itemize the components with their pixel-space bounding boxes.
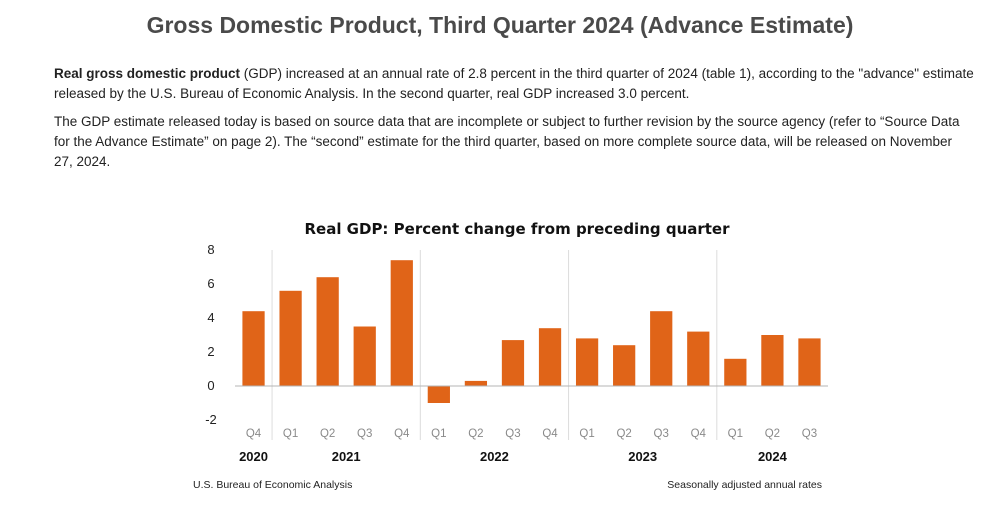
y-axis-ticks: -2 0 2 4 6 8 bbox=[205, 242, 217, 427]
x-tick-label: Q4 bbox=[394, 428, 410, 440]
seasonal-note: Seasonally adjusted annual rates bbox=[667, 479, 822, 491]
x-tick-label: Q2 bbox=[320, 428, 335, 440]
bar bbox=[538, 328, 562, 386]
x-tick-label: Q3 bbox=[357, 428, 372, 440]
page-title: Gross Domestic Product, Third Quarter 20… bbox=[146, 12, 854, 38]
intro-paragraph: Real gross domestic product (GDP) increa… bbox=[54, 64, 974, 104]
bar bbox=[279, 290, 302, 386]
x-tick-label: Q4 bbox=[542, 428, 558, 440]
bar bbox=[316, 277, 339, 386]
year-label: 2024 bbox=[758, 449, 788, 464]
year-label: 2023 bbox=[628, 449, 657, 464]
x-tick-label: Q2 bbox=[765, 428, 780, 440]
y-tick-label: 2 bbox=[207, 344, 214, 359]
x-tick-label: Q2 bbox=[468, 428, 483, 440]
x-tick-label: Q1 bbox=[431, 428, 446, 440]
bar bbox=[687, 331, 710, 386]
bar bbox=[353, 326, 376, 386]
year-label: 2022 bbox=[480, 449, 509, 464]
x-tick-label: Q1 bbox=[728, 428, 743, 440]
bar bbox=[798, 338, 821, 386]
bar bbox=[575, 338, 599, 386]
bar bbox=[761, 335, 784, 386]
y-tick-label: 6 bbox=[207, 276, 214, 291]
bar bbox=[650, 311, 673, 386]
bars bbox=[242, 260, 821, 403]
year-separators bbox=[271, 250, 718, 440]
x-tick-label: Q3 bbox=[505, 428, 520, 440]
x-tick-label: Q1 bbox=[579, 428, 594, 440]
year-labels: 2020 2021 2022 2023 2024 bbox=[239, 449, 788, 464]
y-tick-label: 8 bbox=[207, 242, 214, 257]
bar bbox=[242, 311, 265, 386]
y-tick-label: -2 bbox=[205, 412, 217, 427]
x-tick-label: Q4 bbox=[246, 428, 262, 440]
source-note: U.S. Bureau of Economic Analysis bbox=[193, 479, 352, 491]
bar bbox=[501, 340, 525, 386]
x-tick-label: Q3 bbox=[802, 428, 817, 440]
bar bbox=[390, 260, 413, 386]
source-data-paragraph: The GDP estimate released today is based… bbox=[54, 114, 960, 169]
chart-title: Real GDP: Percent change from preceding … bbox=[304, 220, 730, 238]
x-tick-label: Q4 bbox=[691, 428, 707, 440]
x-tick-label: Q1 bbox=[283, 428, 298, 440]
bar bbox=[427, 386, 450, 403]
bar bbox=[464, 380, 488, 386]
bar bbox=[724, 358, 747, 386]
gdp-term: Real gross domestic product bbox=[54, 66, 241, 81]
year-label: 2021 bbox=[332, 449, 361, 464]
x-tick-label: Q2 bbox=[616, 428, 631, 440]
x-axis-ticks: Q4 Q1 Q2 Q3 Q4 Q1 Q2 Q3 Q4 Q1 Q2 Q3 Q4 Q1 Q2 Q3 bbox=[246, 428, 817, 440]
bar bbox=[613, 345, 636, 386]
y-tick-label: 0 bbox=[207, 378, 214, 393]
intro-paragraph-text: (GDP) increased at an annual rate of 2.8… bbox=[54, 66, 974, 101]
y-tick-label: 4 bbox=[207, 310, 214, 325]
x-tick-label: Q3 bbox=[654, 428, 669, 440]
gdp-chart-svg: Real GDP: Percent change from preceding … bbox=[193, 220, 828, 491]
gdp-chart: Real GDP: Percent change from preceding … bbox=[190, 212, 840, 502]
year-label: 2020 bbox=[239, 449, 268, 464]
